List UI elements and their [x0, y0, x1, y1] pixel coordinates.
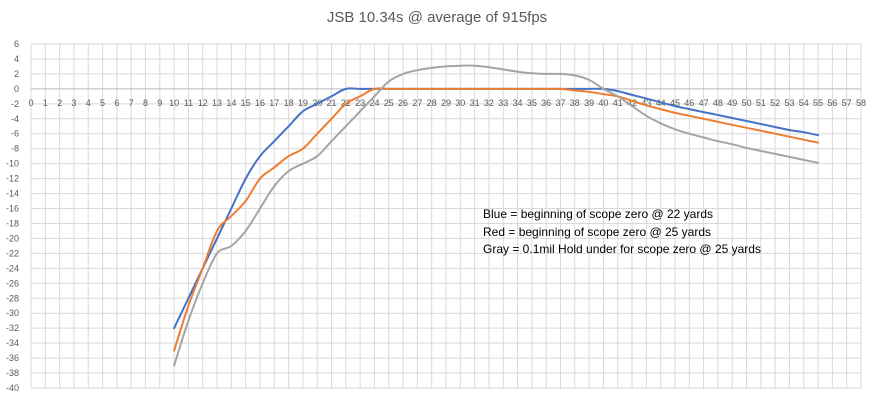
y-tick-label: -16: [6, 204, 19, 214]
x-tick-label: 1: [43, 98, 48, 108]
plot-grid: [30, 43, 862, 389]
y-tick-label: -2: [11, 99, 19, 109]
y-tick-label: -18: [6, 218, 19, 228]
x-tick-label: 11: [184, 98, 193, 108]
y-tick-label: -38: [6, 368, 19, 378]
x-tick-label: 23: [355, 98, 365, 108]
series-line-3: [173, 64, 820, 367]
x-tick-label: 47: [699, 98, 709, 108]
x-tick-label: 51: [756, 98, 766, 108]
y-tick-label: -4: [11, 114, 19, 124]
y-tick-label: -6: [11, 129, 19, 139]
x-tick-label: 29: [441, 98, 451, 108]
x-tick-label: 32: [484, 98, 494, 108]
x-tick-label: 19: [298, 98, 308, 108]
series-lines: [173, 64, 820, 367]
x-axis-ticks: 0 1 2 3 4 5 6 7 8 9 10 11 12 13 14 15 16 17 18 19 20 21 22 23 24…: [28, 98, 866, 108]
y-tick-label: -14: [6, 189, 19, 199]
y-tick-label: -8: [11, 144, 19, 154]
x-tick-label: 25: [384, 98, 394, 108]
x-tick-label: 13: [212, 98, 222, 108]
x-tick-label: 36: [541, 98, 551, 108]
x-tick-label: 10: [169, 98, 179, 108]
y-tick-label: -24: [6, 263, 19, 273]
chart-title: JSB 10.34s @ average of 915fps: [327, 9, 547, 26]
x-tick-label: 8: [143, 98, 148, 108]
y-tick-label: 2: [14, 69, 19, 79]
x-tick-label: 57: [842, 98, 852, 108]
y-tick-label: 0: [14, 84, 19, 94]
x-tick-label: 55: [813, 98, 823, 108]
x-tick-label: 27: [412, 98, 422, 108]
annotation-gray: Gray = 0.1mil Hold under for scope zero …: [483, 242, 761, 256]
x-tick-label: 3: [71, 98, 76, 108]
x-tick-label: 31: [470, 98, 480, 108]
x-tick-label: 5: [100, 98, 105, 108]
annotation-red: Red = beginning of scope zero @ 25 yards: [483, 225, 711, 239]
x-tick-label: 34: [513, 98, 523, 108]
x-tick-label: 12: [198, 98, 208, 108]
y-tick-label: 4: [14, 54, 19, 64]
y-tick-label: -36: [6, 353, 19, 363]
x-tick-label: 24: [369, 98, 379, 108]
y-tick-label: -10: [6, 159, 19, 169]
y-tick-label: -12: [6, 174, 19, 184]
x-tick-label: 6: [114, 98, 119, 108]
x-tick-label: 35: [527, 98, 537, 108]
x-tick-label: 53: [784, 98, 794, 108]
x-tick-label: 39: [584, 98, 594, 108]
x-tick-label: 50: [742, 98, 752, 108]
x-tick-label: 28: [427, 98, 437, 108]
x-tick-label: 38: [570, 98, 580, 108]
y-tick-label: -28: [6, 293, 19, 303]
y-tick-label: -30: [6, 308, 19, 318]
x-tick-label: 17: [269, 98, 279, 108]
x-tick-label: 0: [28, 98, 33, 108]
x-tick-label: 18: [284, 98, 294, 108]
x-tick-label: 46: [684, 98, 694, 108]
x-tick-label: 30: [455, 98, 465, 108]
x-tick-label: 4: [86, 98, 91, 108]
x-tick-label: 42: [627, 98, 637, 108]
x-tick-label: 48: [713, 98, 723, 108]
x-tick-label: 52: [770, 98, 780, 108]
y-axis-ticks: 6 4 2 0 -2 -4 -6 -8 -10 -12 -14 -16 -18 -20 -22 -24 -26 -…: [6, 39, 19, 393]
x-tick-label: 21: [327, 98, 337, 108]
x-tick-label: 45: [670, 98, 680, 108]
x-tick-label: 33: [498, 98, 508, 108]
annotation-blue: Blue = beginning of scope zero @ 22 yard…: [483, 207, 713, 221]
y-tick-label: -22: [6, 248, 19, 258]
y-tick-label: -26: [6, 278, 19, 288]
x-tick-label: 43: [641, 98, 651, 108]
annotation-text: Blue = beginning of scope zero @ 22 yard…: [483, 207, 761, 256]
x-tick-label: 41: [613, 98, 623, 108]
x-tick-label: 7: [129, 98, 134, 108]
y-tick-label: -32: [6, 323, 19, 333]
x-tick-label: 40: [598, 98, 608, 108]
x-tick-label: 15: [241, 98, 251, 108]
x-tick-label: 37: [555, 98, 565, 108]
y-tick-label: -20: [6, 233, 19, 243]
x-tick-label: 9: [157, 98, 162, 108]
x-tick-label: 2: [57, 98, 62, 108]
x-tick-label: 14: [226, 98, 236, 108]
x-tick-label: 26: [398, 98, 408, 108]
series-line-2: [173, 87, 820, 352]
y-tick-label: -34: [6, 338, 19, 348]
x-tick-label: 49: [727, 98, 737, 108]
x-tick-label: 16: [255, 98, 265, 108]
y-tick-label: -40: [6, 383, 19, 393]
x-tick-label: 56: [827, 98, 837, 108]
x-tick-label: 54: [799, 98, 809, 108]
x-tick-label: 58: [856, 98, 866, 108]
y-tick-label: 6: [14, 39, 19, 49]
